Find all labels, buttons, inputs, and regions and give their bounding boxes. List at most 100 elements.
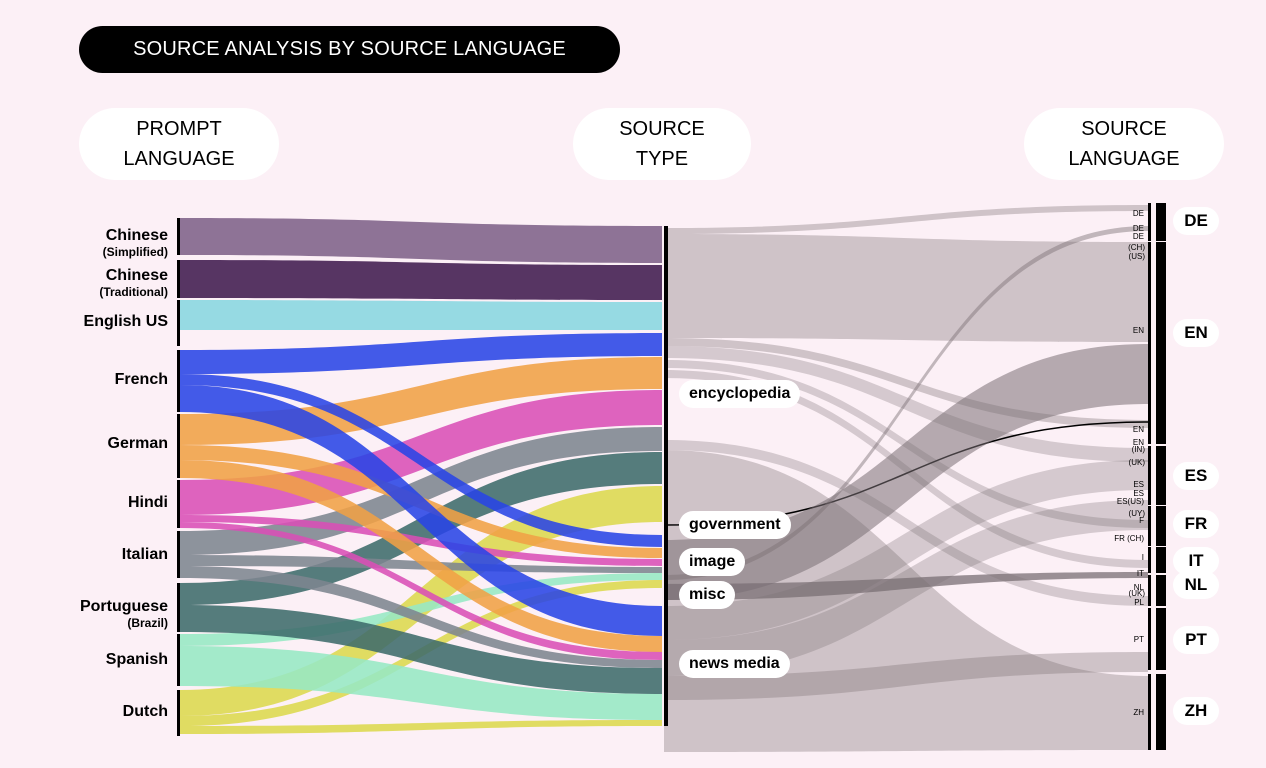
node-sublabel: F: [1139, 516, 1144, 525]
node-sublabel: ES: [1133, 489, 1144, 498]
source-language-subbar: [1148, 506, 1151, 546]
prompt-language-bar: [177, 480, 180, 528]
prompt-language-bar: [177, 583, 180, 632]
source-flow: [664, 234, 1148, 342]
node-sublabel: EN: [1132, 326, 1144, 335]
prompt-language-bar: [177, 300, 180, 346]
node-sublabel: DE: [1132, 224, 1144, 233]
source-language-subbar: [1148, 446, 1151, 505]
source-language-subbar: [1148, 608, 1151, 670]
prompt-flow: [180, 486, 662, 716]
source-type-misc: misc: [679, 581, 736, 609]
source-language-bar: [1156, 242, 1166, 444]
prompt-language-bar: [177, 414, 180, 478]
prompt-flow: [180, 300, 662, 330]
source-language-fr: FR: [1173, 510, 1219, 538]
node-sublabel: (UK): [1128, 589, 1145, 598]
node-sublabel: FR (CH): [1114, 534, 1144, 543]
source-type-image: image: [679, 548, 746, 576]
prompt-flow: [180, 460, 662, 652]
prompt-flow: [180, 566, 662, 668]
source-flow: [664, 338, 1148, 428]
source-language-subbar: [1148, 575, 1151, 606]
prompt-language-label: Chinese (Traditional): [99, 267, 168, 299]
prompt-language-bar: [177, 350, 180, 412]
source-flow: [664, 440, 1148, 606]
source-language-en: EN: [1173, 319, 1219, 347]
source-language-bar: [1156, 547, 1166, 573]
node-sublabel: PL: [1134, 598, 1144, 607]
source-language-pt: PT: [1173, 626, 1219, 654]
prompt-flow: [180, 522, 662, 660]
source-language-bar: [1156, 674, 1166, 750]
source-language-bar: [1156, 203, 1166, 241]
prompt-flow: [180, 605, 662, 694]
node-sublabel: ES(US): [1116, 497, 1144, 506]
node-sublabel: DE: [1132, 209, 1144, 218]
prompt-language-label: Spanish: [105, 651, 168, 668]
source-language-subbar: [1148, 242, 1151, 444]
source-flow: [664, 205, 1148, 234]
prompt-language-bar: [177, 260, 180, 298]
prompt-language-bar: [177, 634, 180, 686]
column-header-prompt: PROMPT LANGUAGE: [79, 108, 279, 180]
prompt-language-label: French: [114, 371, 168, 388]
node-sublabel: DE: [1132, 232, 1144, 241]
prompt-language-bar: [177, 690, 180, 736]
column-header-type: SOURCE TYPE: [573, 108, 751, 180]
source-language-subbar: [1148, 203, 1151, 241]
prompt-language-bar: [177, 531, 180, 578]
node-sublabel: I: [1141, 553, 1144, 562]
prompt-language-label: English US: [83, 313, 168, 330]
node-sublabel: IT: [1136, 569, 1144, 578]
node-sublabel: NL: [1133, 583, 1144, 592]
node-sublabel: (CH): [1128, 243, 1145, 252]
prompt-flow: [180, 260, 662, 300]
source-language-nl: NL: [1173, 571, 1219, 599]
source-language-it: IT: [1173, 547, 1219, 575]
prompt-language-label: German: [107, 435, 168, 452]
source-flow: [664, 500, 1148, 676]
prompt-language-bar: [177, 218, 180, 255]
node-sublabel: (US): [1128, 252, 1145, 261]
node-sublabel: (UY): [1128, 509, 1145, 518]
prompt-flow: [180, 452, 662, 605]
source-language-de: DE: [1173, 207, 1219, 235]
prompt-flow: [180, 515, 662, 566]
source-language-subbar: [1148, 547, 1151, 573]
prompt-flow: [180, 333, 662, 374]
prompt-flow: [180, 646, 662, 720]
source-type-encyclopedia: encyclopedia: [679, 380, 801, 408]
source-language-bar: [1156, 575, 1166, 606]
source-language-bar: [1156, 608, 1166, 670]
source-flow: [664, 652, 1148, 700]
node-sublabel: ZH: [1133, 708, 1144, 717]
source-language-es: ES: [1173, 462, 1219, 490]
node-sublabel: (UK): [1128, 458, 1145, 467]
source-flow: [664, 346, 1148, 462]
source-language-bar: [1156, 506, 1166, 546]
column-header-source: SOURCE LANGUAGE: [1024, 108, 1224, 180]
source-type-government: government: [679, 511, 791, 539]
prompt-flow: [180, 720, 662, 734]
node-sublabel: EN: [1132, 425, 1144, 434]
source-flow: [664, 572, 1148, 600]
chart-title: SOURCE ANALYSIS BY SOURCE LANGUAGE: [79, 26, 620, 73]
source-language-subbar: [1148, 674, 1151, 750]
source-flow: [664, 226, 1148, 580]
prompt-flow: [180, 374, 662, 547]
source-type-news-media: news media: [679, 650, 790, 678]
prompt-language-label: Hindi: [128, 494, 168, 511]
source-type-bar: [664, 226, 668, 726]
source-language-zh: ZH: [1173, 697, 1219, 725]
prompt-language-label: Italian: [121, 546, 168, 563]
node-sublabel: ES: [1133, 480, 1144, 489]
node-sublabel: (IN): [1131, 445, 1145, 454]
source-flow: [664, 460, 1148, 640]
node-sublabel: PT: [1133, 635, 1144, 644]
prompt-language-label: Dutch: [122, 703, 168, 720]
prompt-flow: [180, 218, 662, 263]
source-language-bar: [1156, 446, 1166, 505]
prompt-language-label: Chinese (Simplified): [102, 227, 168, 259]
